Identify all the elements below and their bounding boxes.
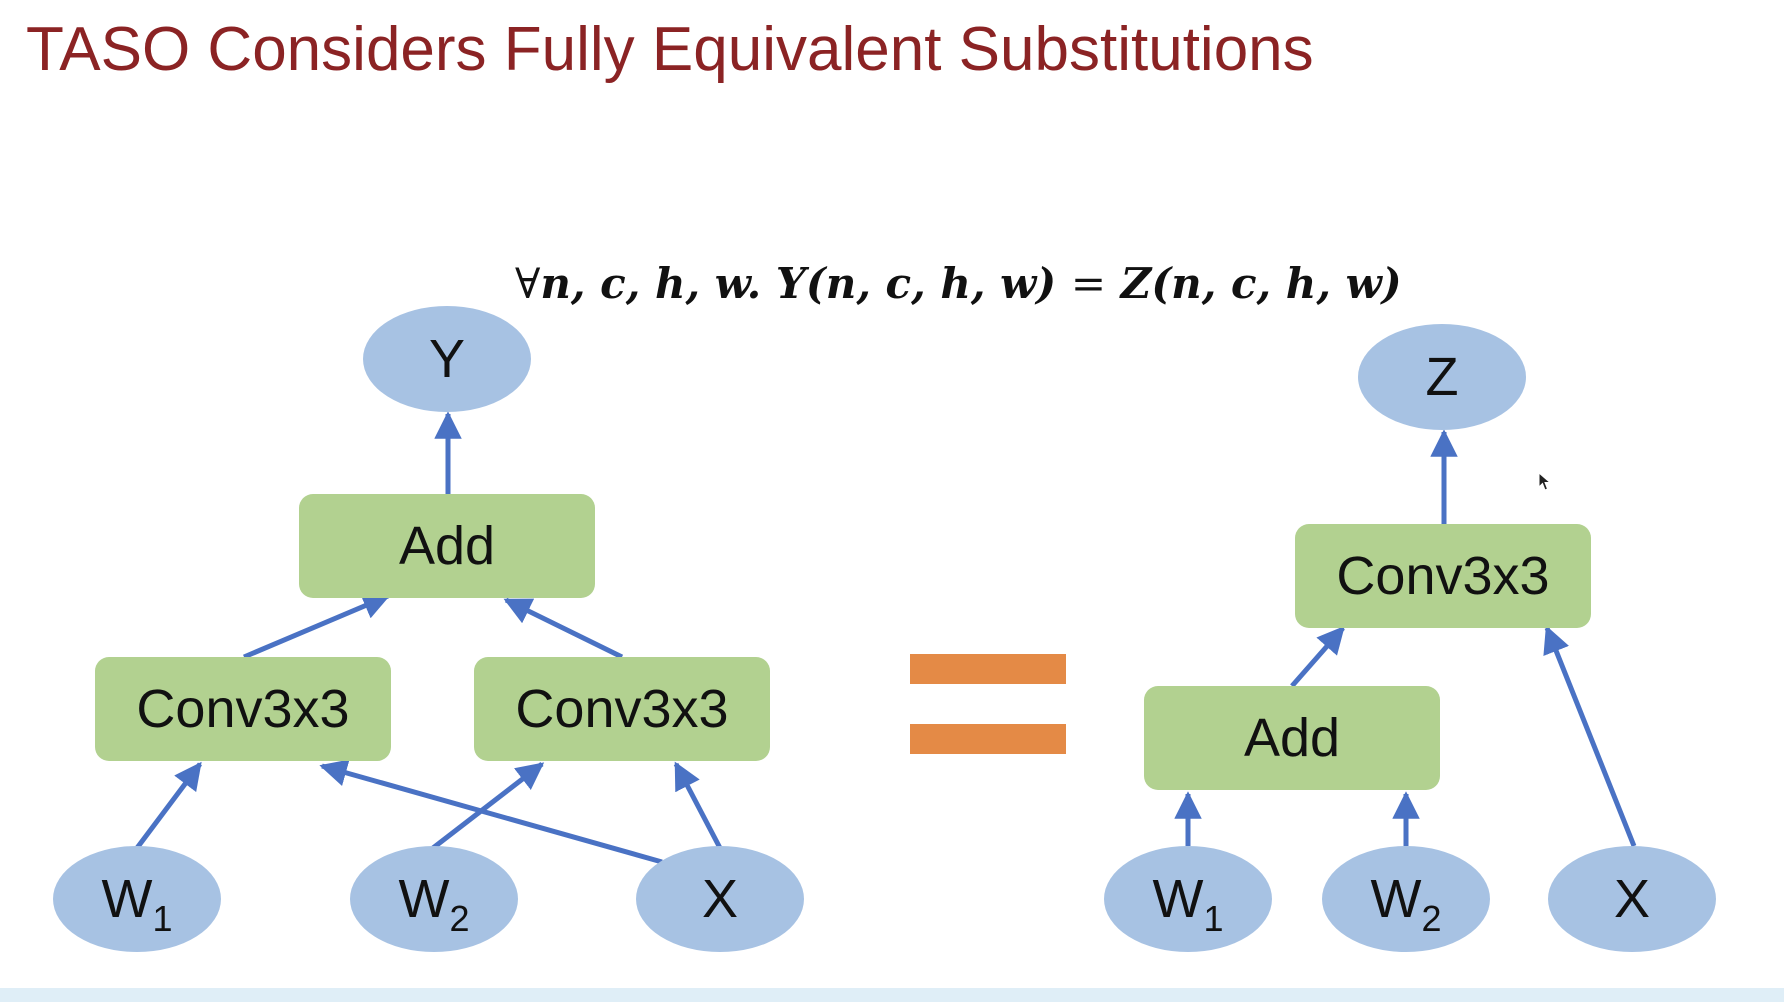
- edge-convleft-to-add: [243, 592, 391, 660]
- left-w1-label: W1: [101, 869, 173, 939]
- left-add-node: Add: [299, 494, 595, 598]
- forall-symbol: ∀: [515, 259, 541, 308]
- right-w2-label: W2: [1370, 869, 1442, 939]
- edge-add-to-conv: [1290, 625, 1345, 688]
- equation-rhs-args: (n, c, h, w): [1151, 259, 1402, 308]
- right-w2-node: W2: [1322, 846, 1490, 952]
- bottom-strip: [0, 988, 1784, 1002]
- left-conv-right-node: Conv3x3: [474, 657, 770, 761]
- edge-w1-to-convleft: [135, 761, 202, 850]
- equation-rhs-name: Z: [1120, 259, 1152, 308]
- equation-lhs-name: Y: [775, 259, 806, 308]
- equation-equals: =: [1070, 259, 1107, 308]
- edge-w2-to-convright: [431, 762, 545, 850]
- equals-sign-top-bar: [910, 654, 1066, 684]
- equation-variables: n, c, h, w.: [540, 259, 762, 308]
- equivalence-equation: ∀n, c, h, w. Y(n, c, h, w) = Z(n, c, h, …: [515, 252, 1402, 316]
- left-w2-label: W2: [398, 869, 470, 939]
- right-z-node: Z: [1358, 324, 1526, 430]
- right-w1-node: W1: [1104, 846, 1272, 952]
- right-add-node: Add: [1144, 686, 1440, 790]
- left-w1-node: W1: [53, 846, 221, 952]
- edge-x-to-convleft: [319, 759, 663, 865]
- edge-x-to-conv: [1543, 625, 1637, 847]
- right-x-node: X: [1548, 846, 1716, 952]
- left-x-node: X: [636, 846, 804, 952]
- mouse-cursor-icon: [1538, 472, 1552, 491]
- edge-convright-to-add: [503, 597, 624, 660]
- equation-lhs-args: (n, c, h, w): [805, 259, 1057, 308]
- left-y-node: Y: [363, 306, 531, 412]
- equals-sign-bottom-bar: [910, 724, 1066, 754]
- left-conv-left-node: Conv3x3: [95, 657, 391, 761]
- right-w1-label: W1: [1152, 869, 1224, 939]
- right-conv-node: Conv3x3: [1295, 524, 1591, 628]
- slide-title: TASO Considers Fully Equivalent Substitu…: [26, 15, 1314, 84]
- edge-x-to-convright: [673, 761, 723, 850]
- left-w2-node: W2: [350, 846, 518, 952]
